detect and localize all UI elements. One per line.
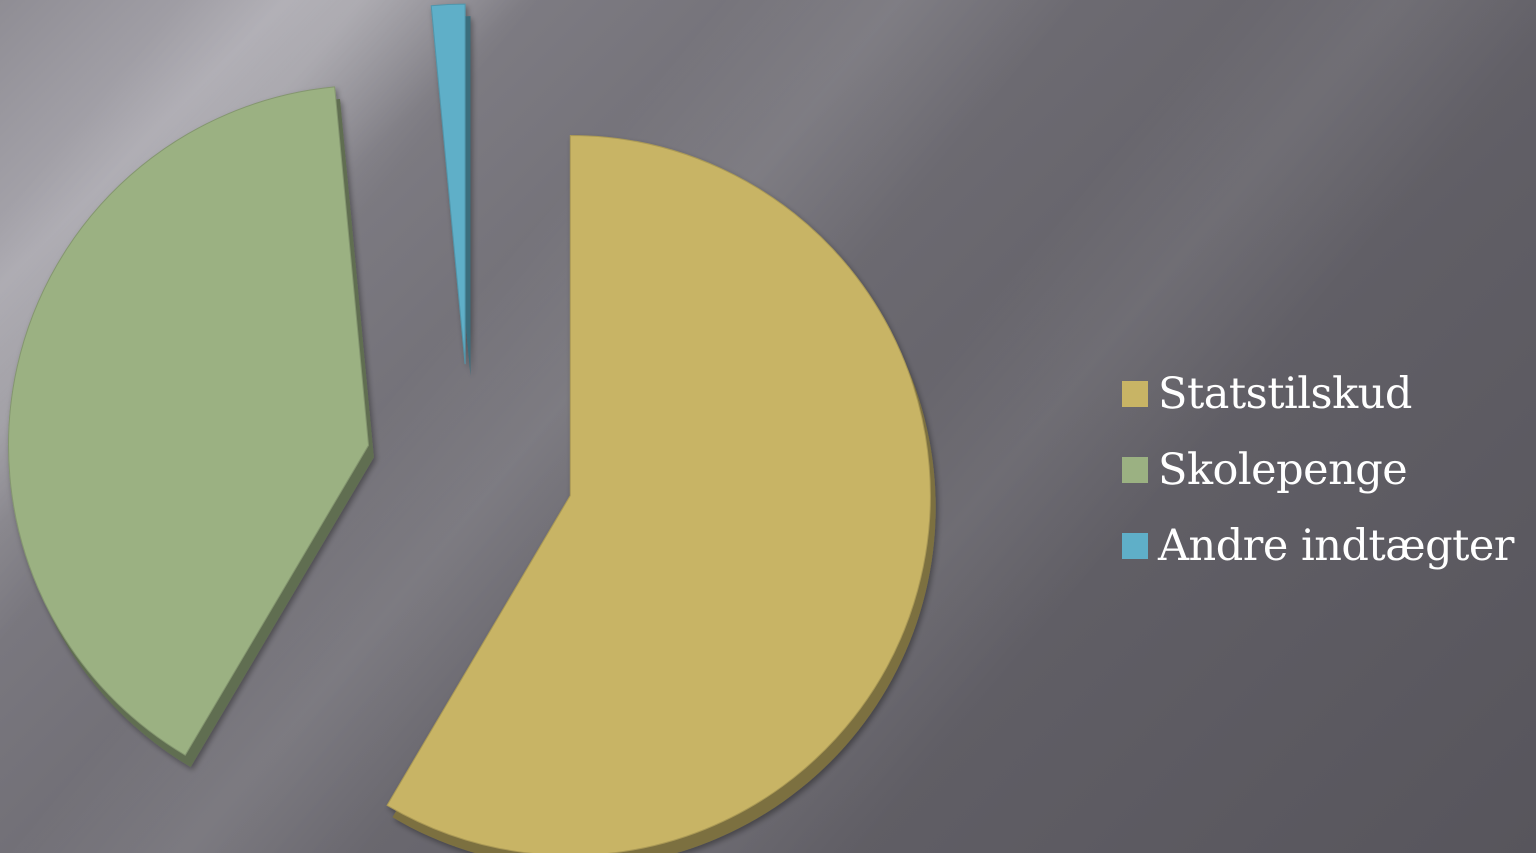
pie-slice-top: [8, 86, 370, 756]
pie-slice-statstilskud: [386, 134, 936, 853]
pie-slices: [8, 3, 936, 853]
legend-item-skolepenge: Skolepenge: [1122, 432, 1514, 508]
legend-label: Statstilskud: [1158, 368, 1412, 419]
legend-label: Skolepenge: [1158, 444, 1408, 495]
legend-item-statstilskud: Statstilskud: [1122, 356, 1514, 432]
chart-legend: Statstilskud Skolepenge Andre indtægter: [1122, 356, 1514, 584]
legend-item-andre-indtaegter: Andre indtægter: [1122, 508, 1514, 584]
pie-slice-top: [386, 134, 931, 853]
legend-swatch: [1122, 457, 1148, 483]
legend-swatch: [1122, 533, 1148, 559]
pie-slice-andre-indt-gter: [430, 3, 471, 377]
pie-slice-top: [430, 3, 466, 365]
pie-slice-skolepenge: [8, 86, 374, 768]
legend-swatch: [1122, 381, 1148, 407]
legend-label: Andre indtægter: [1158, 520, 1514, 571]
